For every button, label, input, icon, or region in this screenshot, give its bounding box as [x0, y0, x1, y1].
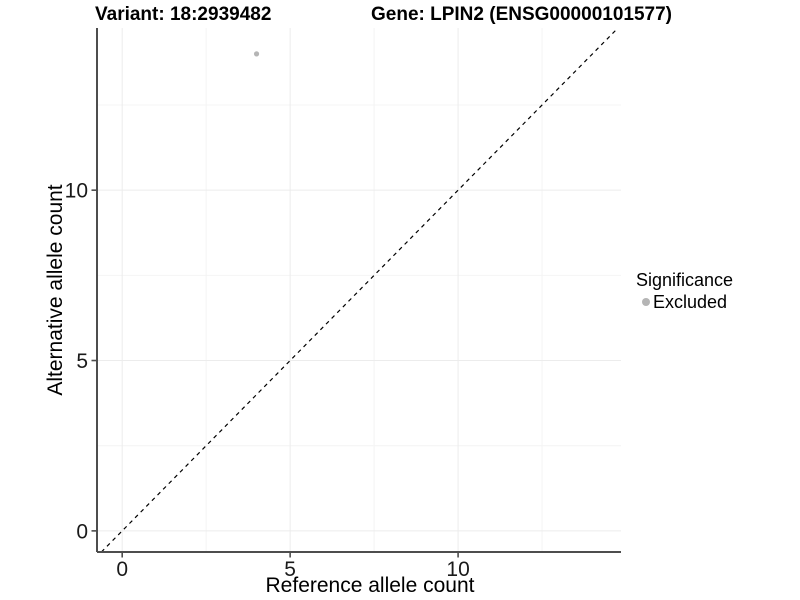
plot-title-variant: Variant: 18:2939482: [95, 4, 272, 25]
excluded-point-swatch: [642, 298, 650, 306]
y-axis-title: Alternative allele count: [44, 184, 67, 396]
legend-title: Significance: [636, 270, 734, 290]
x-tick-label: 10: [446, 558, 469, 581]
identity-reference-line: [100, 27, 619, 553]
y-tick-label: 10: [65, 180, 88, 203]
y-tick-label: 5: [76, 350, 88, 373]
legend-item-label: Excluded: [653, 292, 728, 312]
data-point-excluded: [253, 51, 260, 57]
legend: Significance Excluded: [636, 269, 733, 313]
x-tick-label: 0: [116, 558, 128, 581]
y-tick-label: 0: [76, 520, 88, 543]
x-axis-title: Reference allele count: [265, 574, 475, 597]
plot-title-gene: Gene: LPIN2 (ENSG00000101577): [371, 4, 672, 25]
legend-item-excluded: Excluded: [636, 291, 733, 313]
x-tick-label: 5: [284, 558, 296, 581]
